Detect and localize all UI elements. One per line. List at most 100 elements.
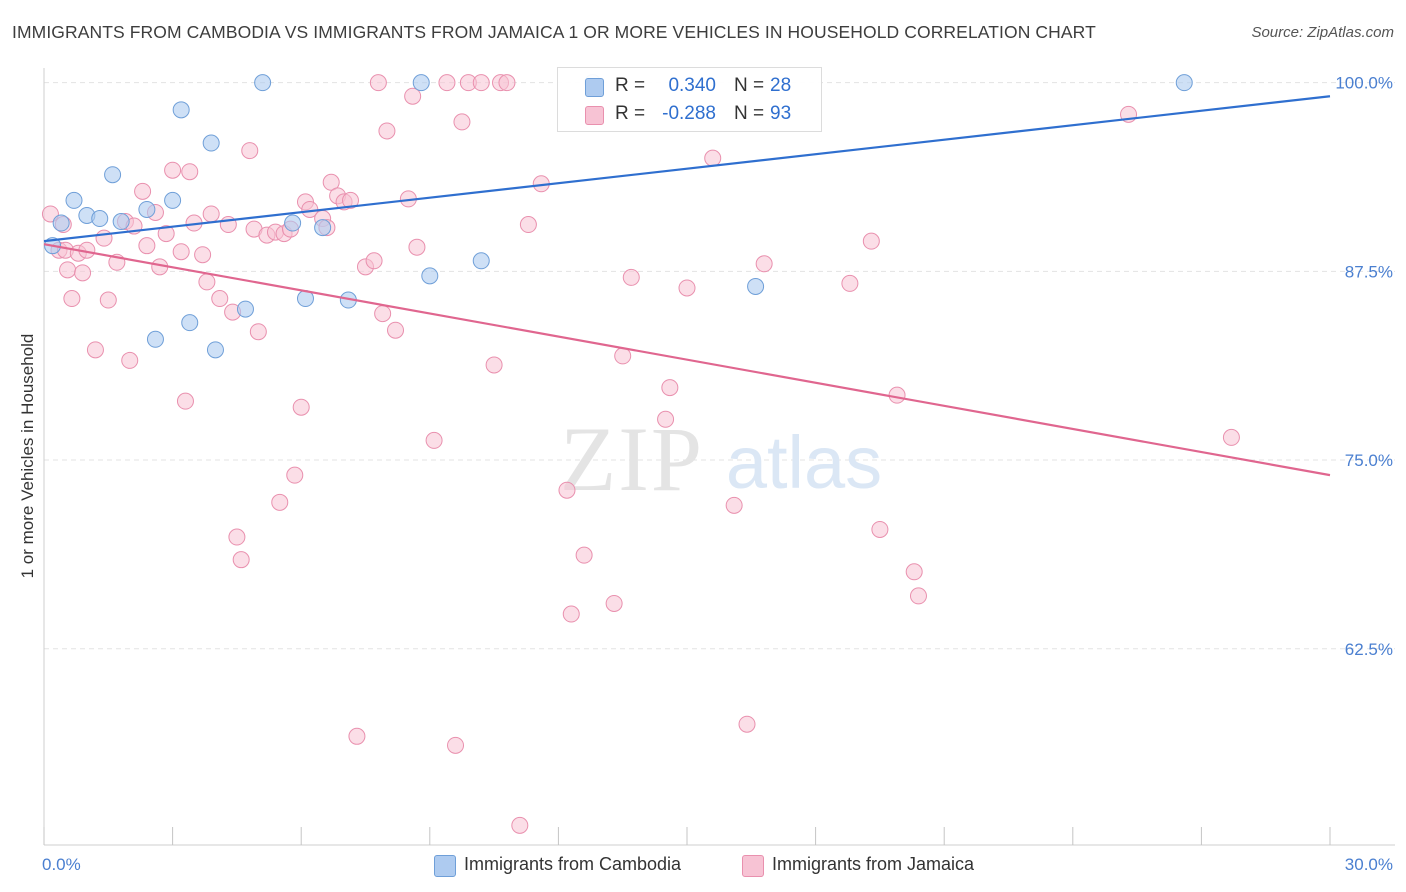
jamaica-point xyxy=(249,323,267,341)
jamaica-point xyxy=(447,736,465,754)
jamaica-point xyxy=(485,356,503,374)
n-value: 93 xyxy=(770,103,792,124)
r-label: R = xyxy=(615,75,646,96)
cambodia-point xyxy=(202,134,220,152)
jamaica-point xyxy=(519,216,537,234)
jamaica-swatch xyxy=(585,106,604,125)
jamaica-point xyxy=(134,182,152,200)
jamaica-point xyxy=(511,816,529,834)
jamaica-point xyxy=(63,290,81,308)
jamaica-point xyxy=(661,379,679,397)
cambodia-points xyxy=(44,74,1193,359)
jamaica-point xyxy=(755,255,773,273)
stats-box: R = 0.340 N = 28 R = -0.288 N = 93 xyxy=(557,67,822,132)
y-tick-label: 75.0% xyxy=(1345,451,1393,470)
stats-row-jamaica: R = -0.288 N = 93 xyxy=(558,100,821,128)
chart-title: IMMIGRANTS FROM CAMBODIA VS IMMIGRANTS F… xyxy=(12,22,1096,42)
r-label: R = xyxy=(615,103,646,124)
n-label: N = xyxy=(734,75,765,96)
source-credit: Source: ZipAtlas.com xyxy=(1251,24,1394,41)
jamaica-point xyxy=(369,74,387,92)
jamaica-point xyxy=(657,410,675,428)
jamaica-point xyxy=(176,392,194,410)
jamaica-point xyxy=(228,528,246,546)
watermark: ZIP atlas xyxy=(560,408,882,510)
jamaica-point xyxy=(378,122,396,140)
jamaica-point xyxy=(438,74,456,92)
axes xyxy=(43,68,1395,846)
jamaica-point xyxy=(909,587,927,605)
jamaica-point xyxy=(614,347,632,365)
cambodia-point xyxy=(181,314,199,332)
y-tick-label: 62.5% xyxy=(1345,640,1393,659)
cambodia-swatch xyxy=(585,78,604,97)
jamaica-point xyxy=(202,205,220,223)
jamaica-point xyxy=(408,238,426,256)
jamaica-point xyxy=(374,305,392,323)
stats-row-cambodia: R = 0.340 N = 28 xyxy=(558,72,821,100)
trend-lines xyxy=(43,95,1331,477)
jamaica-trend-line xyxy=(43,243,1331,477)
jamaica-point xyxy=(605,594,623,612)
jamaica-point xyxy=(95,229,113,247)
cambodia-point xyxy=(91,210,109,228)
cambodia-point xyxy=(206,341,224,359)
jamaica-point xyxy=(211,290,229,308)
jamaica-point xyxy=(341,191,359,209)
cambodia-point xyxy=(254,74,272,92)
jamaica-point xyxy=(888,386,906,404)
jamaica-point xyxy=(194,246,212,264)
cambodia-point xyxy=(104,166,122,184)
jamaica-point xyxy=(622,268,640,286)
jamaica-point xyxy=(74,264,92,282)
cambodia-point xyxy=(472,252,490,270)
jamaica-point xyxy=(322,173,340,191)
jamaica-point xyxy=(558,481,576,499)
cambodia-point xyxy=(138,200,156,218)
tick-labels: 100.0% 87.5% 75.0% 62.5% 0.0% 30.0% xyxy=(42,74,1393,874)
cambodia-point xyxy=(65,191,83,209)
r-value: -0.288 xyxy=(662,103,716,124)
cambodia-point xyxy=(172,101,190,119)
jamaica-point xyxy=(292,398,310,416)
cambodia-point xyxy=(284,214,302,232)
jamaica-point xyxy=(348,727,366,745)
jamaica-point xyxy=(271,493,289,511)
cambodia-point xyxy=(52,214,70,232)
jamaica-point xyxy=(241,142,259,160)
n-label: N = xyxy=(734,103,765,124)
jamaica-point xyxy=(453,113,471,131)
cambodia-point xyxy=(236,300,254,318)
jamaica-point xyxy=(157,225,175,243)
cambodia-point xyxy=(1175,74,1193,92)
jamaica-point xyxy=(905,563,923,581)
y-tick-label: 100.0% xyxy=(1335,74,1393,93)
cambodia-point xyxy=(412,74,430,92)
jamaica-point xyxy=(365,252,383,270)
legend-label: Immigrants from Jamaica xyxy=(772,854,975,874)
x-tick-label-min: 0.0% xyxy=(42,855,81,874)
jamaica-point xyxy=(286,466,304,484)
jamaica-point xyxy=(404,87,422,105)
jamaica-legend-swatch xyxy=(742,855,764,877)
n-value: 28 xyxy=(770,75,792,96)
jamaica-point xyxy=(86,341,104,359)
jamaica-point xyxy=(121,351,139,369)
y-tick-label: 87.5% xyxy=(1345,262,1393,281)
jamaica-point xyxy=(1222,428,1240,446)
jamaica-point xyxy=(198,273,216,291)
legend-label: Immigrants from Cambodia xyxy=(464,854,682,874)
jamaica-point xyxy=(164,161,182,179)
jamaica-point xyxy=(678,279,696,297)
jamaica-point xyxy=(562,605,580,623)
jamaica-point xyxy=(725,496,743,514)
cambodia-point xyxy=(164,191,182,209)
jamaica-point xyxy=(425,431,443,449)
jamaica-point xyxy=(387,321,405,339)
jamaica-point xyxy=(59,261,77,279)
cambodia-point xyxy=(314,219,332,237)
x-tick-label-max: 30.0% xyxy=(1345,855,1393,874)
cambodia-point xyxy=(421,267,439,285)
jamaica-point xyxy=(862,232,880,250)
jamaica-point xyxy=(172,243,190,261)
